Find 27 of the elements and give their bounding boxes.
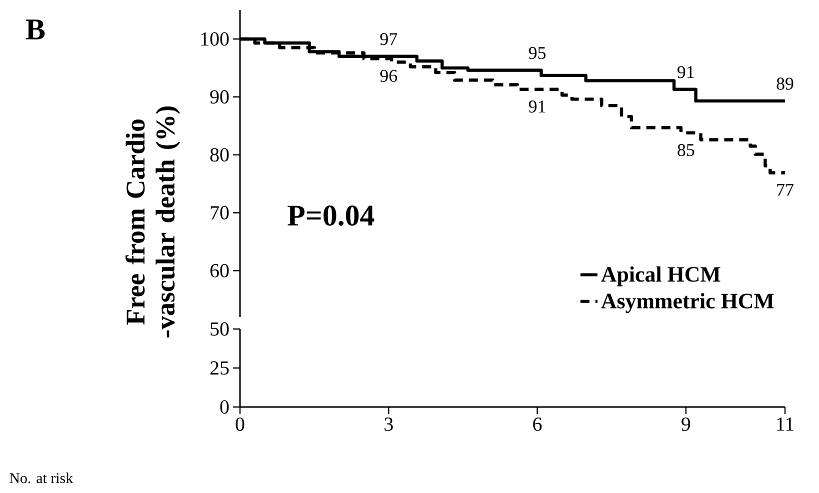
annotation: 97 [380,33,398,46]
annotation: 77 [777,184,794,196]
y-tick-label: 100 [201,32,229,46]
y-tick-label: 25 [210,361,229,375]
text: No. at risk [10,472,74,484]
y-tick-label: 50 [210,322,229,336]
chart-title: B [26,20,45,40]
y-axis-title: Free from Cardio -vascular death (%) [126,106,180,338]
annotation: P=0.04 [288,206,374,226]
annotation: 91 [528,100,546,113]
annotation: 91 [678,66,694,78]
x-tick-label: 9 [682,418,690,431]
legend-label: Apical HCM [601,266,720,286]
annotation: 89 [776,78,794,90]
annotation: 96 [380,70,398,82]
x-tick-label: 6 [533,418,542,431]
y-tick-label: 90 [210,90,229,104]
x-tick-label: 0 [236,418,244,431]
y-tick-label: 70 [210,206,229,220]
x-tick-label: 11 [777,418,794,431]
legend-label: Asymmetric HCM [601,293,774,313]
y-tick-label: 80 [210,148,229,162]
annotation: 95 [528,46,546,60]
annotation: 85 [678,144,694,156]
y-tick-label: 0 [220,400,229,414]
x-tick-label: 3 [384,418,393,431]
y-tick-label: 60 [210,264,229,278]
